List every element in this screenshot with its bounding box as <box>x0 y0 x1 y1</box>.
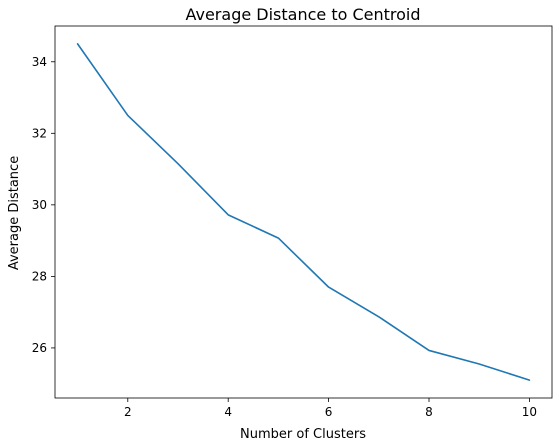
y-tick-label: 30 <box>32 198 47 212</box>
series-line <box>76 43 531 381</box>
series-group <box>76 43 531 381</box>
ticks: 2 4 6 8 10 26 28 30 32 34 <box>32 55 537 419</box>
axes <box>54 25 553 399</box>
y-axis-label: Average Distance <box>7 156 22 270</box>
y-tick-label: 28 <box>32 269 47 283</box>
x-tick-label: 10 <box>522 405 537 419</box>
y-tick-label: 32 <box>32 126 47 140</box>
chart-title: Average Distance to Centroid <box>185 5 420 24</box>
y-tick-label: 34 <box>32 55 47 69</box>
x-axis-label: Number of Clusters <box>240 427 366 442</box>
x-tick-label: 8 <box>425 405 433 419</box>
x-tick-label: 6 <box>325 405 333 419</box>
plot-frame <box>54 25 553 399</box>
y-tick-label: 26 <box>32 341 47 355</box>
x-tick-label: 4 <box>224 405 232 419</box>
x-tick-label: 2 <box>124 405 132 419</box>
